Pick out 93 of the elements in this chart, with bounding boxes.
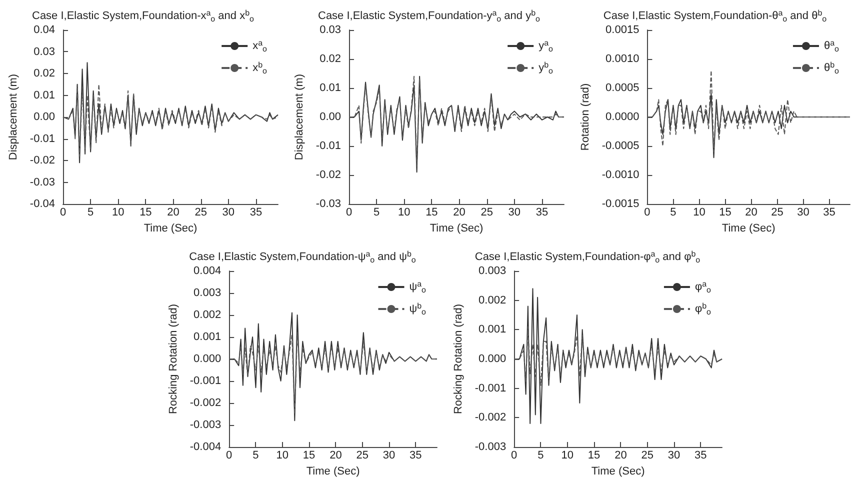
x-tick-label: 0: [60, 206, 66, 218]
y-tick-label: -0.0010: [602, 169, 640, 181]
y-tick-label: -0.0015: [602, 198, 640, 210]
x-tick-label: 30: [797, 206, 810, 218]
x-tick-label: 15: [719, 206, 732, 218]
y-tick-label: -0.02: [316, 169, 341, 181]
x-tick-label: 35: [823, 206, 836, 218]
x-tick-label: 20: [745, 206, 758, 218]
x-tick-label: 35: [694, 450, 707, 462]
y-tick-label: 0.01: [320, 82, 341, 94]
x-tick-label: 5: [252, 450, 259, 462]
y-axis-title: Rotation (rad): [580, 83, 592, 151]
x-tick-label: 5: [670, 206, 676, 218]
y-tick-label: -0.002: [474, 412, 506, 424]
x-tick-label: 5: [88, 206, 94, 218]
y-tick-label: 0.0005: [606, 82, 640, 94]
y-tick-label: 0.004: [194, 265, 222, 277]
x-tick-label: 25: [480, 206, 493, 218]
y-tick-label: -0.003: [474, 441, 506, 453]
y-tick-label: -0.001: [474, 382, 506, 394]
x-tick-label: 20: [330, 450, 342, 462]
x-tick-label: 0: [511, 450, 518, 462]
y-tick-label: 0.002: [478, 294, 506, 306]
y-tick-label: 0.000: [194, 353, 222, 365]
y-tick-label: -0.002: [190, 397, 222, 409]
y-tick-label: -0.03: [30, 176, 55, 188]
y-tick-label: 0.0000: [606, 111, 640, 123]
x-axis-title: Time (Sec): [430, 222, 484, 234]
y-axis-title: Rocking Rotation (rad): [168, 304, 180, 414]
y-tick-label: -0.001: [190, 375, 222, 387]
y-tick-label: 0.003: [478, 265, 506, 277]
y-tick-label: 0.0015: [606, 24, 640, 36]
x-tick-label: 10: [693, 206, 706, 218]
y-tick-label: -0.01: [316, 140, 341, 152]
x-tick-label: 30: [668, 450, 680, 462]
x-tick-label: 25: [771, 206, 784, 218]
y-tick-label: 0.003: [194, 287, 222, 299]
y-axis-title: Displacement (m): [8, 74, 20, 160]
x-tick-label: 0: [226, 450, 232, 462]
y-tick-label: 0.03: [34, 46, 55, 58]
x-tick-label: 10: [112, 206, 124, 218]
y-tick-label: 0.02: [34, 68, 55, 80]
x-tick-label: 0: [644, 206, 650, 218]
y-tick-label: -0.01: [30, 132, 55, 145]
x-tick-label: 25: [641, 450, 654, 462]
x-tick-label: 30: [222, 206, 235, 218]
x-tick-label: 10: [276, 450, 289, 462]
y-tick-label: 0.03: [320, 24, 341, 36]
y-tick-label: 0.04: [34, 24, 55, 36]
y-tick-label: 0.0010: [606, 53, 640, 65]
y-tick-label: -0.02: [30, 154, 55, 166]
x-tick-label: 35: [536, 206, 548, 218]
x-tick-label: 15: [426, 206, 438, 218]
y-tick-label: 0.002: [194, 309, 222, 321]
x-tick-label: 0: [346, 206, 352, 218]
x-axis-title: Time (Sec): [144, 222, 198, 234]
x-tick-label: 5: [538, 450, 544, 462]
y-tick-label: 0.001: [194, 331, 222, 343]
x-tick-label: 15: [588, 450, 600, 462]
y-tick-label: 0.02: [320, 53, 341, 65]
x-tick-label: 35: [410, 450, 422, 462]
y-tick-label: -0.0005: [602, 140, 640, 152]
y-tick-label: -0.004: [190, 441, 222, 453]
line-series: [228, 332, 438, 414]
y-tick-label: -0.04: [30, 198, 55, 210]
y-axis-title: Displacement (m): [294, 74, 306, 160]
x-tick-label: 25: [194, 206, 207, 218]
x-tick-label: 30: [508, 206, 521, 218]
y-tick-label: 0.00: [34, 111, 55, 123]
x-tick-label: 35: [250, 206, 262, 218]
line-series: [646, 70, 850, 152]
x-tick-label: 20: [167, 206, 180, 218]
x-axis-title: Time (Sec): [306, 465, 360, 478]
y-tick-label: 0.00: [320, 111, 341, 123]
x-tick-label: 20: [614, 450, 627, 462]
x-tick-label: 20: [453, 206, 466, 218]
y-axis-title: Rocking Rotation (rad): [452, 304, 464, 414]
line-series: [514, 326, 722, 386]
y-tick-label: 0.01: [34, 89, 55, 102]
x-tick-label: 10: [561, 450, 574, 462]
y-tick-label: -0.003: [190, 419, 222, 431]
line-series: [62, 84, 278, 157]
x-axis-title: Time (Sec): [591, 465, 645, 478]
x-axis-title: Time (Sec): [722, 222, 776, 234]
x-tick-label: 15: [302, 450, 316, 462]
x-tick-label: 5: [374, 206, 380, 218]
y-tick-label: 0.000: [478, 353, 506, 365]
x-tick-label: 30: [382, 450, 396, 462]
y-tick-label: 0.001: [478, 324, 506, 336]
y-tick-label: -0.03: [316, 198, 341, 210]
x-tick-label: 15: [140, 206, 152, 218]
x-tick-label: 25: [356, 450, 368, 462]
x-tick-label: 10: [398, 206, 410, 218]
